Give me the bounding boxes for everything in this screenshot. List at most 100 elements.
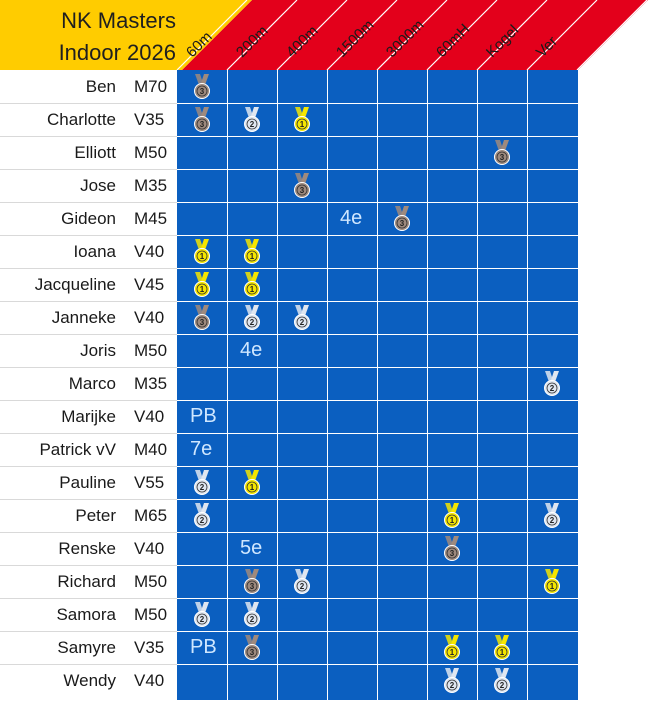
header-divider: [576, 0, 648, 70]
result-text: PB: [190, 636, 217, 658]
silver-medal-icon: 2: [294, 305, 310, 330]
svg-text:3: 3: [450, 549, 455, 558]
silver-medal-icon: 2: [544, 371, 560, 396]
table-row: Richard M50 3 2 1: [0, 565, 648, 598]
table-row: Samyre V35 PB 3 1 1: [0, 631, 648, 664]
grid-vline: [227, 70, 228, 700]
athlete-name: Patrick vV: [39, 440, 116, 459]
result-text: 5e: [240, 537, 263, 559]
row-separator: [0, 433, 177, 434]
row-separator: [0, 664, 177, 665]
table-row: Jose M35 3: [0, 169, 648, 202]
grid-hline: [177, 103, 578, 104]
grid-hline: [177, 367, 578, 368]
table-row: Wendy V40 2 2: [0, 664, 648, 697]
gold-medal-icon: 1: [194, 272, 210, 297]
athlete-category: M50: [134, 143, 168, 162]
athlete-category: V40: [134, 671, 165, 690]
result-text: 4e: [240, 339, 263, 361]
row-separator: [0, 598, 177, 599]
grid-hline: [177, 334, 578, 335]
athlete-name: Elliott: [74, 143, 116, 162]
athlete-name: Peter: [75, 506, 116, 525]
athlete-name: Pauline: [59, 473, 116, 492]
athlete-name: Samora: [56, 605, 116, 624]
row-separator: [0, 169, 177, 170]
athlete-name: Janneke: [51, 308, 116, 327]
grid-hline: [177, 301, 578, 302]
svg-text:2: 2: [450, 681, 455, 690]
athlete-category: M35: [134, 374, 168, 393]
svg-text:2: 2: [250, 120, 255, 129]
silver-medal-icon: 2: [244, 602, 260, 627]
athlete-category: M50: [134, 605, 168, 624]
bronze-medal-icon: 3: [294, 173, 310, 198]
svg-text:1: 1: [250, 483, 255, 492]
grid-hline: [177, 598, 578, 599]
row-separator: [0, 235, 177, 236]
svg-text:2: 2: [200, 615, 205, 624]
table-row: Janneke V40 3 2 2: [0, 301, 648, 334]
gold-medal-icon: 1: [544, 569, 560, 594]
table-row: Peter M65 2 1 2: [0, 499, 648, 532]
result-text: PB: [190, 405, 217, 427]
table-row: Joris M50 4e: [0, 334, 648, 367]
row-separator: [0, 532, 177, 533]
row-separator: [0, 400, 177, 401]
result-text: 4e: [340, 207, 363, 229]
athlete-name: Joris: [80, 341, 116, 360]
svg-text:3: 3: [250, 582, 255, 591]
grid-hline: [177, 664, 578, 665]
athlete-name: Marijke: [61, 407, 116, 426]
row-separator: [0, 103, 177, 104]
silver-medal-icon: 2: [494, 668, 510, 693]
row-separator: [0, 565, 177, 566]
title-line-2: Indoor 2026: [58, 40, 176, 65]
result-text: 7e: [190, 438, 213, 460]
athlete-category: V45: [134, 275, 165, 294]
svg-text:1: 1: [300, 120, 305, 129]
grid-vline: [477, 70, 478, 700]
athlete-category: M45: [134, 209, 168, 228]
header-divider: [326, 0, 398, 70]
grid-hline: [177, 400, 578, 401]
grid-hline: [177, 499, 578, 500]
svg-text:3: 3: [250, 648, 255, 657]
table-row: Pauline V55 2 1: [0, 466, 648, 499]
athlete-name: Samyre: [57, 638, 116, 657]
bronze-medal-icon: 3: [194, 74, 210, 99]
athlete-category: M40: [134, 440, 168, 459]
athlete-category: M70: [134, 77, 168, 96]
athlete-category: V35: [134, 638, 165, 657]
athlete-category: M50: [134, 572, 168, 591]
header-divider: [526, 0, 598, 70]
row-separator: [0, 301, 177, 302]
bronze-medal-icon: 3: [494, 140, 510, 165]
title-box-corner: [182, 0, 252, 70]
grid-vline: [377, 70, 378, 700]
athlete-category: V40: [134, 308, 165, 327]
bronze-medal-icon: 3: [394, 206, 410, 231]
svg-text:1: 1: [250, 252, 255, 261]
row-separator: [0, 631, 177, 632]
grid-hline: [177, 268, 578, 269]
athlete-name: Charlotte: [47, 110, 116, 129]
athlete-name: Jose: [80, 176, 116, 195]
silver-medal-icon: 2: [194, 602, 210, 627]
grid-hline: [177, 433, 578, 434]
gold-medal-icon: 1: [244, 239, 260, 264]
athlete-category: M50: [134, 341, 168, 360]
athlete-name: Ben: [85, 77, 116, 96]
row-separator: [0, 334, 177, 335]
svg-text:2: 2: [300, 582, 305, 591]
silver-medal-icon: 2: [544, 503, 560, 528]
athlete-name: Renske: [58, 539, 116, 558]
grid-hline: [177, 466, 578, 467]
athlete-category: M35: [134, 176, 168, 195]
svg-text:2: 2: [550, 516, 555, 525]
athlete-category: V40: [134, 539, 165, 558]
gold-medal-icon: 1: [244, 470, 260, 495]
row-separator: [0, 499, 177, 500]
athlete-name: Gideon: [61, 209, 116, 228]
header-divider: [376, 0, 448, 70]
